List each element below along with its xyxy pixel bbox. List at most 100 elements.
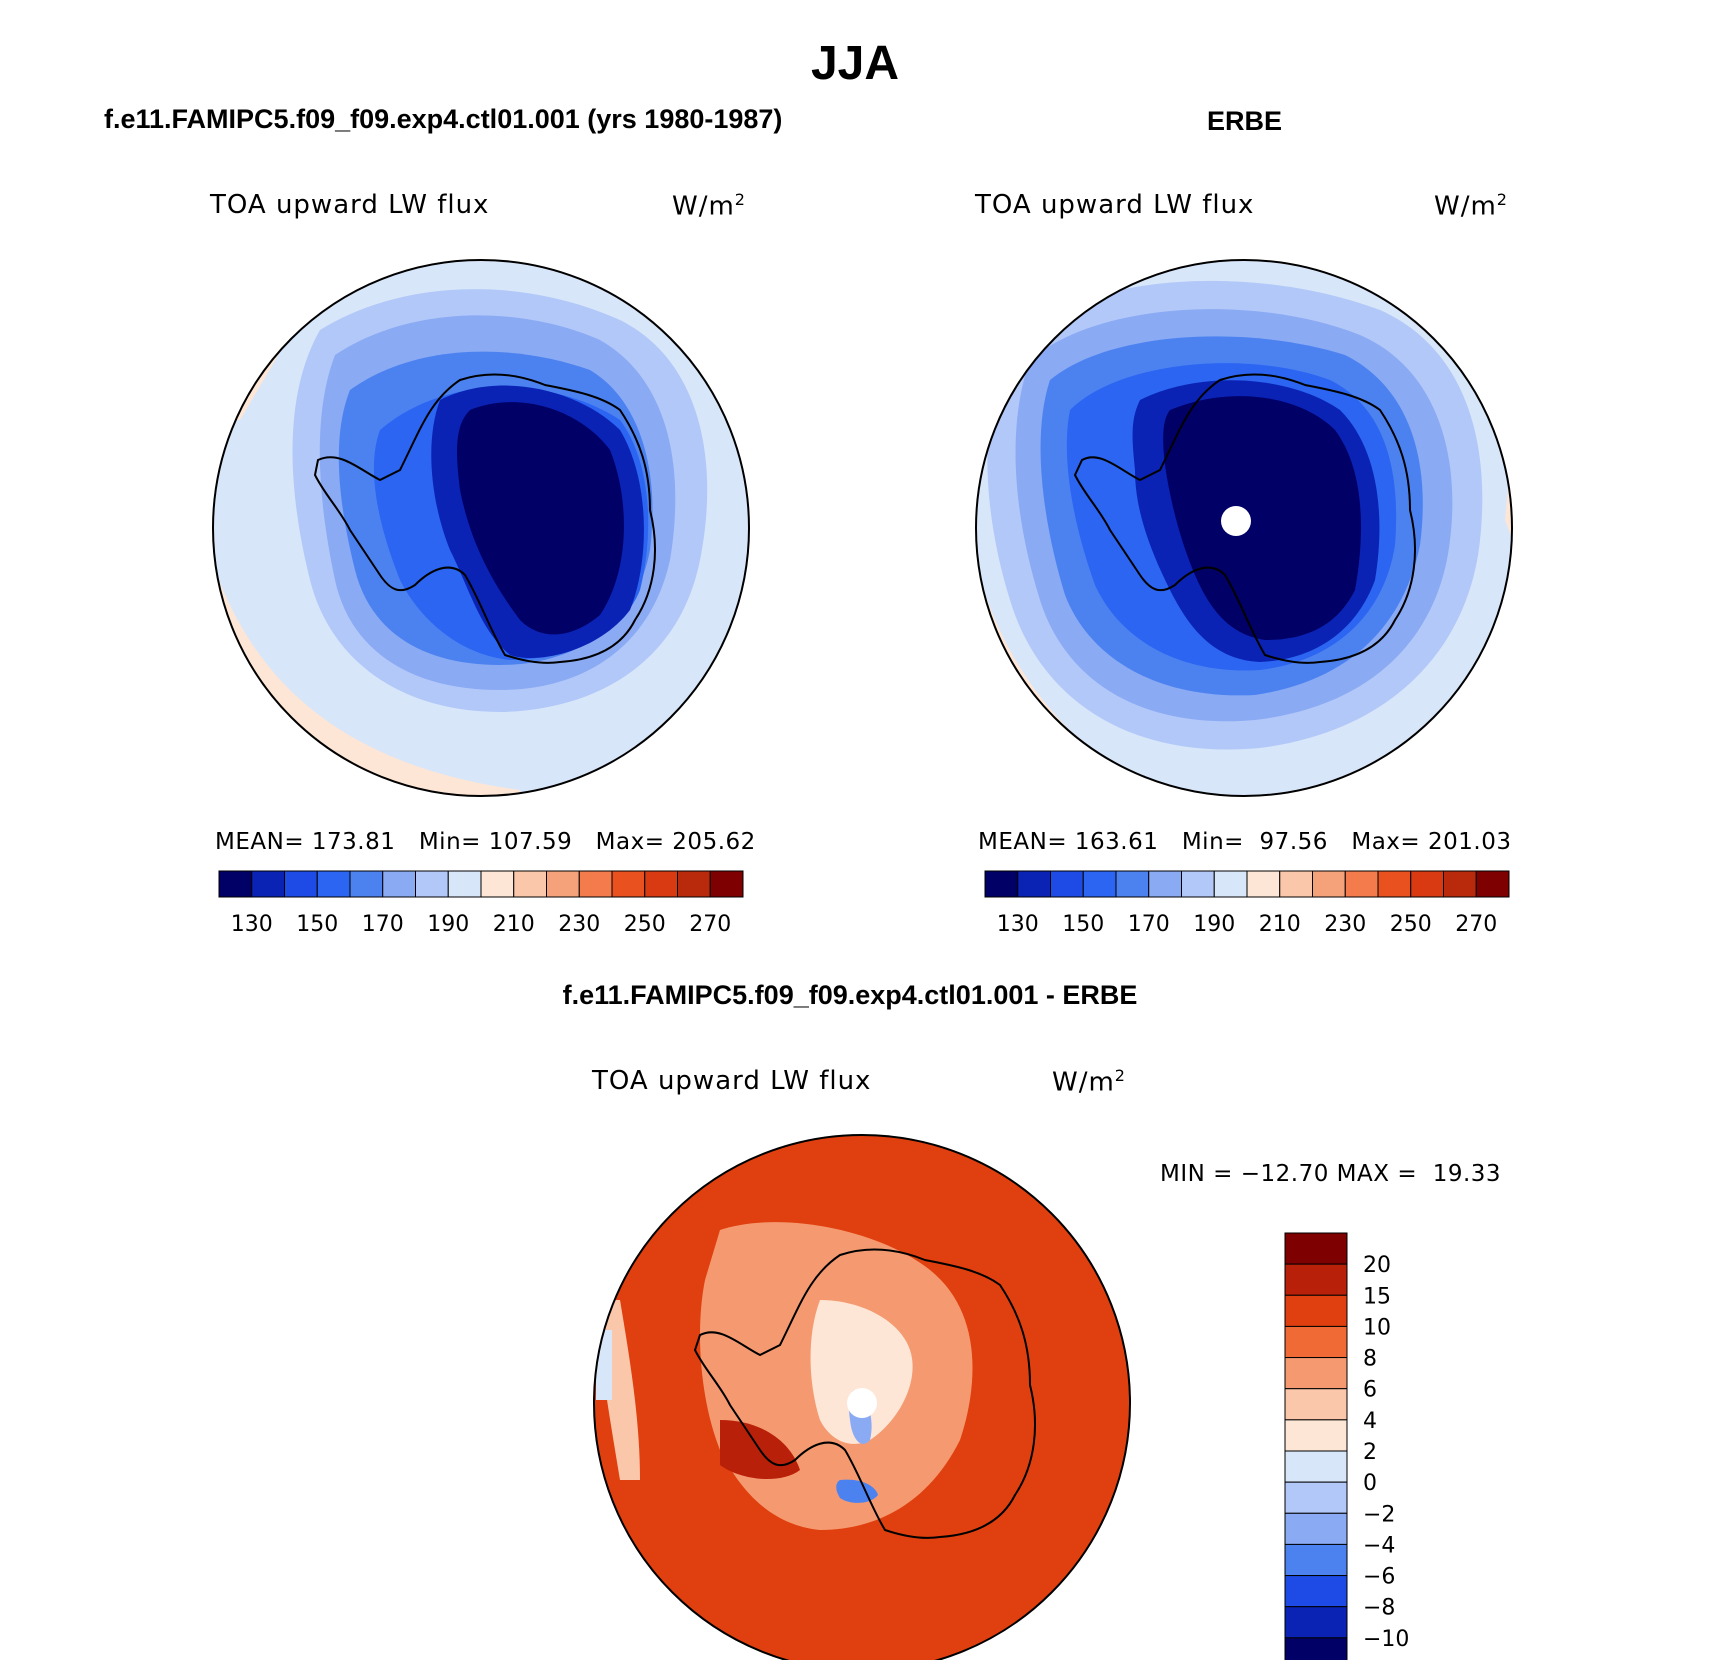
panel-title-erbe: ERBE [1207, 106, 1283, 136]
colorbar-tick-label: 4 [1363, 1409, 1377, 1434]
colorbar-tick-label: 8 [1363, 1347, 1377, 1372]
colorbar-tick-label: 150 [296, 912, 338, 937]
colorbar-box [1284, 1481, 1348, 1514]
colorbar-box [415, 870, 449, 898]
variable-label-diff: TOA upward LW flux [592, 1066, 872, 1096]
diff-interior-near-zero [810, 1300, 913, 1444]
colorbar-box [578, 870, 613, 898]
colorbar-box [1213, 870, 1248, 898]
stats-diff: MIN = −12.70 MAX = 19.33 [1160, 1161, 1502, 1187]
colorbar-box [644, 870, 678, 898]
colorbar-box [1475, 870, 1510, 898]
colorbar-tick-label: 230 [1324, 912, 1366, 937]
colorbar-tick-label: −2 [1363, 1502, 1395, 1527]
colorbar-box [1246, 870, 1281, 898]
map-border-diff [593, 1134, 1131, 1660]
colorbar-tick-label: 210 [493, 912, 535, 937]
colorbar-box [513, 870, 547, 898]
colorbar-box [1050, 870, 1084, 898]
colorbar-tick-label: −10 [1363, 1627, 1409, 1652]
colorbar-tick-label: 10 [1363, 1315, 1391, 1340]
colorbar-box [1284, 1637, 1348, 1660]
colorbar-box [611, 870, 646, 898]
panel-title-diff: f.e11.FAMIPC5.f09_f09.exp4.ctl01.001 - E… [562, 980, 1138, 1010]
missing-data-pole-erbe [1221, 506, 1251, 536]
colorbar-box [251, 870, 285, 898]
colorbar-box [1284, 1263, 1348, 1296]
colorbar-tick-label: 150 [1062, 912, 1104, 937]
colorbar-box [1312, 870, 1346, 898]
colorbar-box [447, 870, 482, 898]
panel-title-model: f.e11.FAMIPC5.f09_f09.exp4.ctl01.001 (yr… [104, 104, 783, 134]
colorbar-box [1410, 870, 1444, 898]
colorbar-tick-label: 190 [1193, 912, 1235, 937]
colorbar-box [1148, 870, 1182, 898]
colorbar-tick-label: 15 [1363, 1284, 1391, 1309]
colorbar-tick-label: 210 [1259, 912, 1301, 937]
colorbar-box [1284, 1575, 1348, 1608]
missing-data-pole-diff [847, 1388, 877, 1418]
colorbar-box [677, 870, 711, 898]
colorbar-box [1082, 870, 1117, 898]
colorbar-box [1284, 1388, 1348, 1421]
colorbar-box [1279, 870, 1313, 898]
map-border-erbe [975, 259, 1513, 797]
colorbar-box [1115, 870, 1150, 898]
map-border-model [212, 259, 750, 797]
colorbar-tick-label: 190 [427, 912, 469, 937]
colorbar-tick-label: −8 [1363, 1596, 1395, 1621]
colorbar-tick-label: −15 [1363, 1658, 1409, 1660]
units-label-erbe: W/m2 [1434, 190, 1508, 222]
colorbar-box [546, 870, 580, 898]
colorbar-box [1284, 1357, 1348, 1390]
colorbar-model: 130 150 170 190 210 230 250 270 [218, 870, 744, 937]
colorbar-tick-label: 170 [1128, 912, 1170, 937]
colorbar-tick-label: 270 [1455, 912, 1497, 937]
polar-map-model [213, 260, 749, 796]
colorbar-tick-label: 170 [362, 912, 404, 937]
colorbar-box [1344, 870, 1379, 898]
colorbar-box [382, 870, 416, 898]
colorbar-tick-label: 130 [997, 912, 1039, 937]
colorbar-box [1377, 870, 1412, 898]
stats-erbe: MEAN= 163.61 Min= 97.56 Max= 201.03 [978, 829, 1512, 855]
colorbar-box [1443, 870, 1477, 898]
colorbar-box [1284, 1512, 1348, 1545]
colorbar-box [1181, 870, 1215, 898]
colorbar-box [984, 870, 1019, 898]
colorbar-erbe: 130 150 170 190 210 230 250 270 [984, 870, 1510, 937]
colorbar-tick-label: 230 [558, 912, 600, 937]
coastline-model [313, 373, 656, 664]
polar-map-diff [594, 1135, 1130, 1660]
colorbar-tick-label: 6 [1363, 1378, 1377, 1403]
variable-label-model: TOA upward LW flux [210, 190, 490, 220]
colorbar-tick-label: 250 [1390, 912, 1432, 937]
variable-label-erbe: TOA upward LW flux [975, 190, 1255, 220]
colorbar-box [349, 870, 384, 898]
colorbar-box [1284, 1419, 1348, 1452]
colorbar-box [1284, 1450, 1348, 1483]
colorbar-tick-label: −6 [1363, 1565, 1395, 1590]
warm-edge-erbe-e [1505, 420, 1512, 560]
stats-model: MEAN= 173.81 Min= 107.59 Max= 205.62 [215, 829, 756, 855]
colorbar-box [218, 870, 253, 898]
figure-title: JJA [810, 37, 900, 90]
colorbar-tick-label: 20 [1363, 1253, 1391, 1278]
colorbar-box [316, 870, 351, 898]
coastline-diff [693, 1248, 1036, 1539]
units-label-diff: W/m2 [1052, 1066, 1126, 1098]
colorbar-tick-label: 130 [231, 912, 273, 937]
colorbar-box [1284, 1325, 1348, 1359]
colorbar-tick-label: 0 [1363, 1471, 1377, 1496]
colorbar-box [1017, 870, 1051, 898]
colorbar-box [1284, 1294, 1348, 1327]
colorbar-tick-label: 2 [1363, 1440, 1377, 1465]
colorbar-tick-label: −4 [1363, 1533, 1395, 1558]
contour-130-erbe [1163, 396, 1361, 640]
diff-west-neg [596, 1330, 612, 1400]
colorbar-tick-label: 250 [624, 912, 666, 937]
coastline-erbe [1073, 373, 1416, 664]
contour-130 [457, 402, 624, 635]
colorbar-tick-label: 270 [689, 912, 731, 937]
